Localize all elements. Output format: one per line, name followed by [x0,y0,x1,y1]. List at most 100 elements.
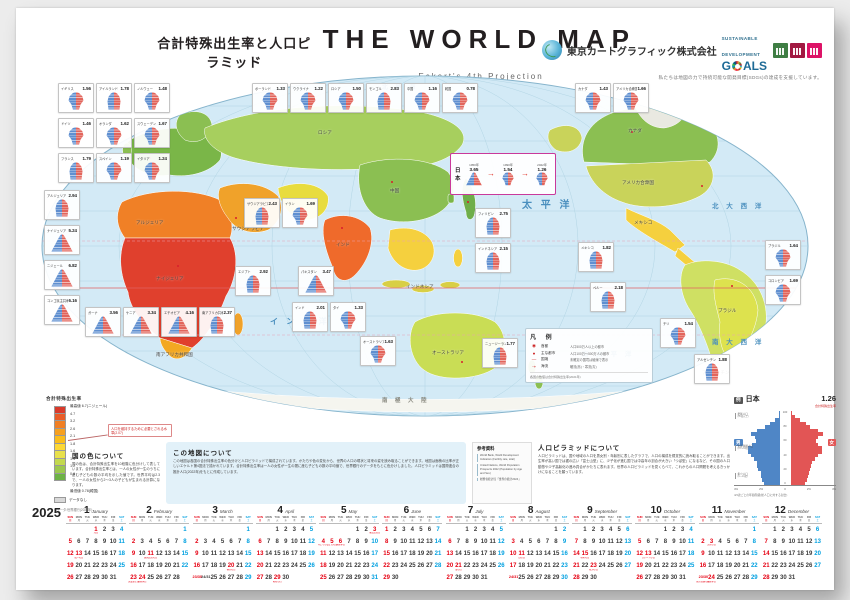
pyramid-card-header: インド 2.01 [295,305,325,310]
day-cell: 4 [689,526,693,533]
day-cell: 8 [752,538,756,545]
publisher-globe-icon [541,40,562,60]
pyramid-card-header: ウクライナ 1.22 [293,86,323,91]
dow-label: SAT 土 [814,516,821,523]
day-cell: 21 [544,563,551,570]
day-cell: 17 [371,551,379,558]
day-cell [218,525,227,537]
pyramid-row [734,471,836,475]
day-cell: 15 [181,551,189,558]
day-cell [227,525,236,537]
day-cell: 8 [355,538,360,545]
day-cell [488,573,497,585]
holiday-name: 元日 [93,532,99,535]
male-bar [769,421,780,426]
female-half [790,421,837,426]
month-header: 12 December [762,505,822,516]
card-country-name: イラン [285,201,295,206]
calendar-month-8: 8 August SUN 日 MON 月 TUE 火 WED 水 THU 木 FRI 金 SAT 土 1 2 3 4 5… [508,505,569,586]
day-cell: 15 [354,551,361,558]
month-name: February [153,509,173,514]
day-cell: 28 [762,575,770,582]
day-cell: 23 [362,563,370,570]
card-tfr-value: 6.82 [68,262,77,268]
holiday-name: 春分の日 [226,568,236,571]
male-half [734,464,780,468]
axis-tick: 0 [784,487,786,492]
day-cell: 2 [672,526,676,533]
dow-label: WED 水 [535,516,542,523]
day-cell: 31 [788,575,796,582]
pyramid-row [734,464,836,468]
day-cell [83,525,92,537]
day-cell: 5 [499,526,503,533]
age-group-range: (15〜64歳) [737,448,749,451]
day-cell: 4 [608,526,613,533]
female-half [790,435,837,440]
day-cell: 6 [735,538,739,545]
calendar-week: 21 22 23 24 25 26 27 [762,561,822,573]
day-cell: 22 [273,563,281,570]
legend-boundary-value: 0.9 [70,471,76,476]
age-label: 20 [783,467,787,471]
sdg-glyph-icon [776,47,785,55]
male-bar [778,414,780,419]
pyramid-row [734,428,836,433]
pyramid-card-header: イタリア 1.24 [137,156,167,161]
pyramid-card-header: 韓国 0.78 [445,86,475,91]
dow-label: SUN 日 [573,516,580,523]
map-legend-symbol-icon: — [531,357,537,362]
male-half [734,478,780,482]
pyramid-card: 韓国 0.78 [442,83,478,113]
female-bar [790,439,816,443]
pyramid-card: サウジアラビア 2.43 [244,198,280,228]
dow-label: SAT 土 [625,516,631,523]
card-tfr-value: 1.66 [637,85,646,91]
dow-label: MON 月 [581,516,589,523]
day-cell: 11 [210,551,218,558]
card-country-name: スペイン [99,156,112,161]
day-cell: 6 [537,538,541,545]
dow-label: WED 水 [598,516,606,523]
day-cell: 16 [362,551,370,558]
dow-label: SUN 日 [636,516,643,523]
day-cell: 14 [762,551,770,558]
japan-timeline-box: 日本 1950年 3.65 → 1990年 1.54 → 2022年 1.26 [450,153,556,195]
dow-label: SAT 土 [119,516,125,523]
card-country-name: カナダ [578,86,588,91]
card-tfr-value: 4.16 [185,309,194,315]
sdgs-word-1: SUSTAINABLE [721,36,758,41]
calendar-week: 19 20 21 22 23 24 25 [66,561,126,573]
day-cell [328,525,337,537]
pyramid-row [734,457,836,461]
day-cell: 6 [626,526,630,533]
pyramid-row: 60 [734,439,836,443]
mini-pyramid [370,344,386,363]
day-cell: 14 [173,551,180,558]
day-cell [805,573,814,585]
mini-pyramid [623,91,639,110]
month-name: July [475,509,484,514]
day-cell: 1 [384,526,389,533]
day-cell: 4 [119,526,124,533]
day-cell: 15 [463,551,471,558]
day-cell: 20 [164,563,172,570]
day-cell: 3 憲法記念日 [369,525,380,537]
day-cell: 9 [562,538,567,545]
country-label: インド [336,242,350,247]
male-bar [757,428,780,433]
female-bar [790,442,819,447]
day-cell: 31 [109,575,117,582]
month-header: 9 September [572,505,632,516]
pyramid-card: スウェーデン 1.67 [134,118,170,148]
dow-label: MON 月 [392,516,399,523]
sdg-glyph-icon [793,47,802,55]
mini-pyramid [144,91,160,110]
male-bar [748,446,780,451]
day-cell: 19 [328,563,336,570]
day-cell: 9 [591,538,596,545]
day-cell: 7 [655,538,659,545]
day-cell: 13 [535,551,543,558]
holiday-name: 勤労感謝の日 [696,580,710,583]
day-cell: 14 [742,551,750,558]
